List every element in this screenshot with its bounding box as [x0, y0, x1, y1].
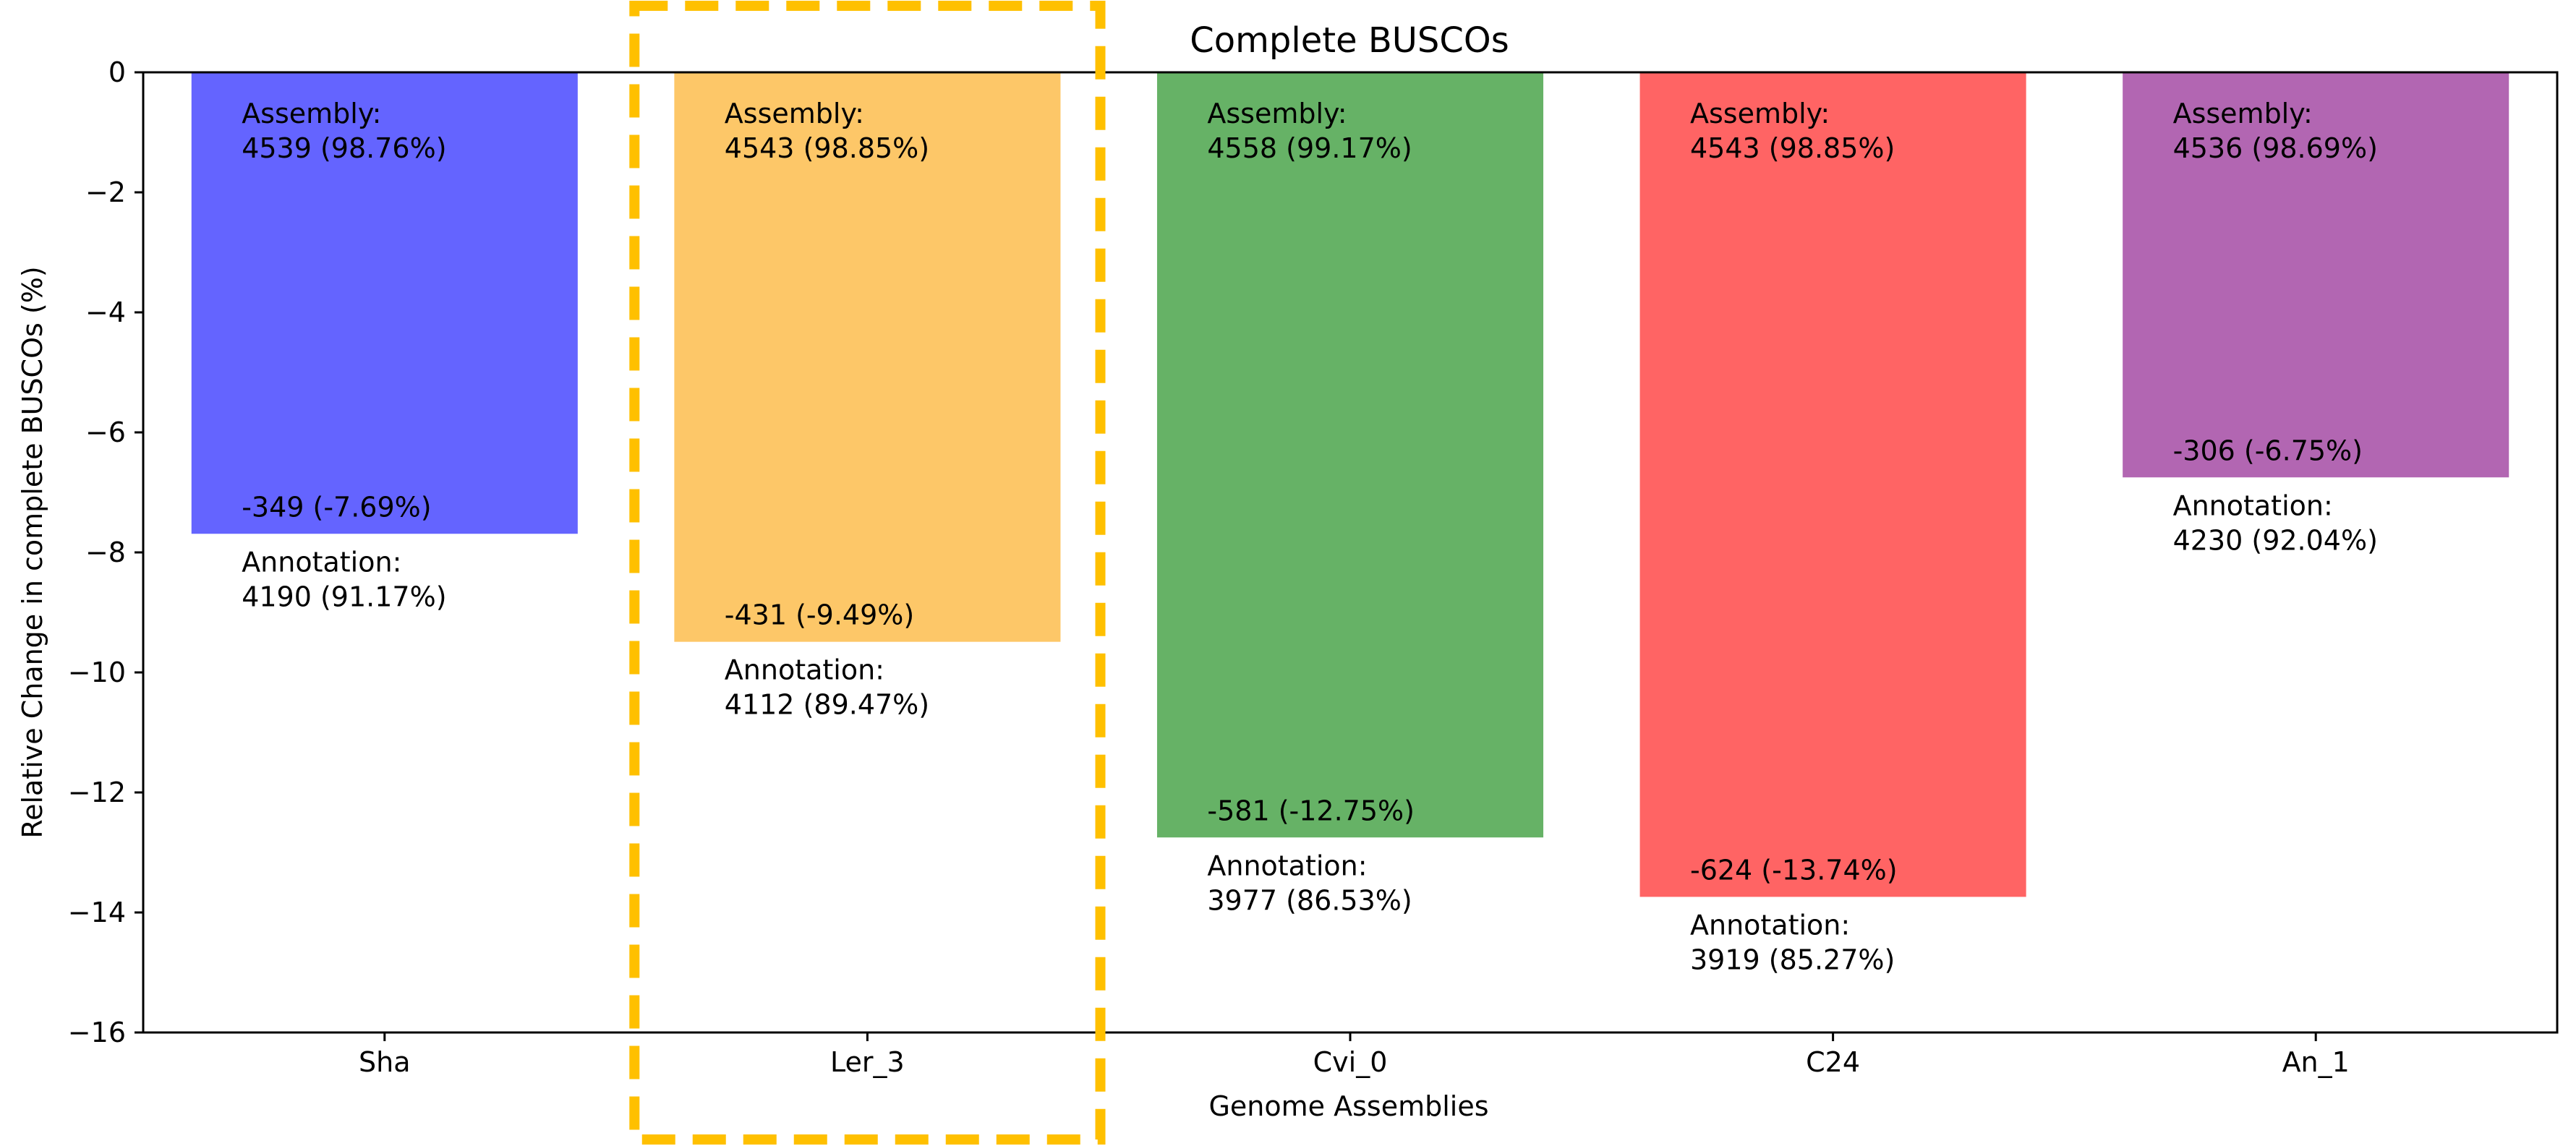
annotation-label: Annotation:	[1207, 850, 1367, 881]
annotation-value: 4112 (89.47%)	[725, 689, 929, 721]
bar-cvi-0	[1156, 72, 1544, 838]
x-tick-label: Sha	[359, 1046, 411, 1078]
assembly-value: 4539 (98.76%)	[242, 132, 446, 164]
annotation-label: Annotation:	[242, 546, 401, 578]
y-axis: 0 −2 −4 −6 −8 −10 −12 −14 −16	[68, 56, 143, 1048]
y-tick-label: −4	[85, 296, 126, 328]
assembly-value: 4558 (99.17%)	[1207, 132, 1412, 164]
annotation-value: 4190 (91.17%)	[242, 581, 446, 612]
y-tick-label: −6	[85, 416, 126, 448]
y-tick-label: −2	[85, 176, 126, 208]
x-axis: Sha Ler_3 Cvi_0 C24 An_1	[359, 1032, 2350, 1078]
bar-ler-3	[674, 72, 1061, 642]
annotation-label: Annotation:	[1690, 909, 1850, 941]
assembly-label: Assembly:	[725, 98, 864, 129]
annotation-value: 3977 (86.53%)	[1207, 884, 1412, 916]
assembly-value: 4543 (98.85%)	[1690, 132, 1895, 164]
highlight-layer	[629, 1, 1106, 1145]
assembly-value: 4543 (98.85%)	[725, 132, 929, 164]
y-tick-label: −12	[68, 777, 126, 808]
bar-an-1	[2123, 72, 2509, 478]
x-tick-label: C24	[1806, 1046, 1860, 1078]
change-label: -431 (-9.49%)	[725, 599, 914, 631]
bar-c24	[1639, 72, 2026, 897]
annotation-label: Annotation:	[725, 654, 884, 686]
assembly-value: 4536 (98.69%)	[2173, 132, 2378, 164]
bar-sha	[191, 72, 578, 534]
y-tick-label: −16	[68, 1017, 126, 1048]
change-label: -349 (-7.69%)	[242, 491, 431, 523]
assembly-label: Assembly:	[1207, 98, 1347, 129]
y-tick-label: −14	[68, 897, 126, 928]
highlight-box	[629, 1, 1106, 1145]
assembly-label: Assembly:	[242, 98, 381, 129]
y-axis-label: Relative Change in complete BUSCOs (%)	[17, 266, 48, 838]
annotation-label: Annotation:	[2173, 489, 2333, 521]
assembly-label: Assembly:	[1690, 98, 1830, 129]
x-tick-label: Ler_3	[830, 1046, 905, 1078]
annotation-value: 4230 (92.04%)	[2173, 524, 2378, 556]
y-tick-label: −10	[68, 657, 126, 688]
x-tick-label: Cvi_0	[1313, 1046, 1388, 1078]
y-tick-label: −8	[85, 536, 126, 568]
x-tick-label: An_1	[2282, 1046, 2350, 1078]
chart-title: Complete BUSCOs	[1190, 20, 1509, 61]
change-label: -581 (-12.75%)	[1207, 795, 1415, 826]
y-tick-label: 0	[108, 56, 126, 88]
bars-layer	[191, 72, 2509, 897]
bar-labels-layer: Assembly:4539 (98.76%)-349 (-7.69%)Annot…	[242, 98, 2378, 975]
x-axis-label: Genome Assemblies	[1208, 1090, 1488, 1122]
change-label: -624 (-13.74%)	[1690, 854, 1898, 886]
assembly-label: Assembly:	[2173, 98, 2313, 129]
change-label: -306 (-6.75%)	[2173, 435, 2363, 466]
annotation-value: 3919 (85.27%)	[1690, 944, 1895, 975]
